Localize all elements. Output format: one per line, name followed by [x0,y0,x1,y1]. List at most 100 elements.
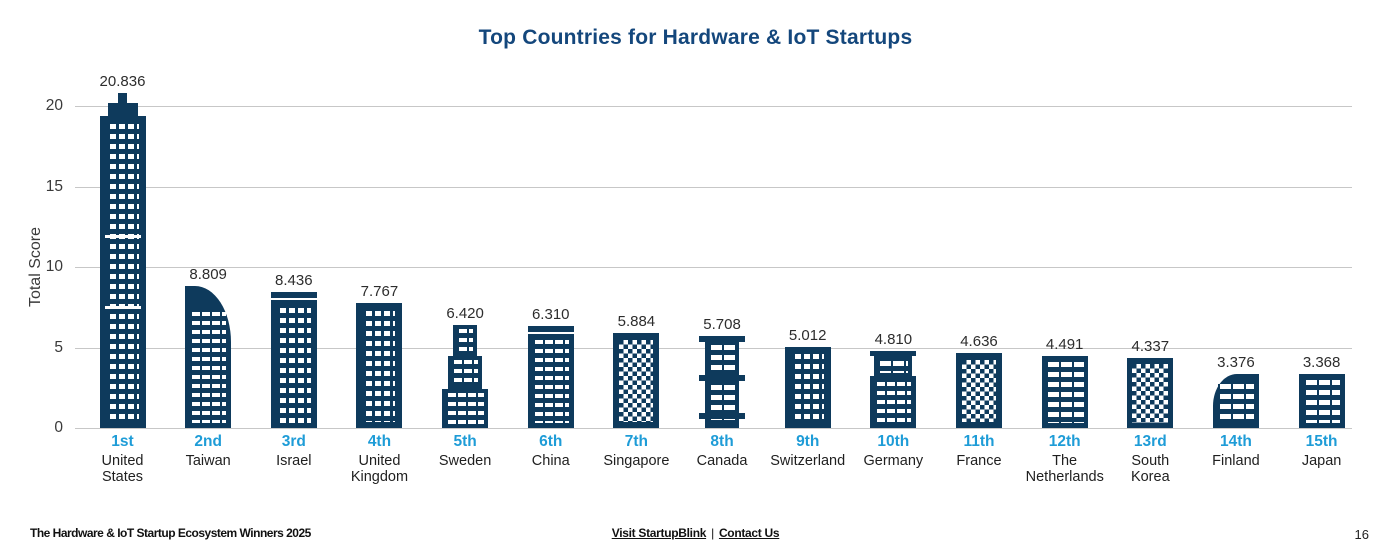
rank-label: 14th [1220,433,1252,450]
country-label: China [531,453,570,469]
x-axis-label: 10th Germany [838,433,948,469]
building-windows [276,308,311,423]
x-axis-label: 6th China [496,433,606,469]
country-label: Taiwan [185,453,231,469]
chart-title: Top Countries for Hardware & IoT Startup… [478,26,913,49]
bar-building [870,351,917,428]
bar-value-label: 4.337 [1131,338,1170,355]
country-label: Japan [1301,453,1342,469]
bar-value-label: 6.310 [531,306,570,323]
rank-label: 7th [624,433,649,450]
bar-building [527,326,574,428]
bar-value-label: 6.420 [446,305,484,322]
rank-label: 3rd [281,433,306,450]
bar-building [99,93,146,428]
bar-building [699,336,746,428]
bar-value-label: 7.767 [360,283,399,300]
x-axis-label: 12th The Netherlands [1010,433,1120,485]
building-windows [363,311,396,422]
bar-slot: 8.436 [246,272,342,428]
building-windows [1045,362,1084,423]
bar-value-label: 4.491 [1045,336,1084,353]
bar-building [784,347,831,428]
bar-slot: 5.884 [588,313,684,428]
country-label: Israel [276,453,312,469]
bar-building [956,353,1002,428]
country-label: Sweden [438,453,492,469]
y-tick-label: 10 [45,258,63,275]
building-windows [962,360,996,422]
grid-line [75,106,1352,107]
bar-value-label: 4.810 [874,331,913,348]
x-axis-label: 8th Canada [667,433,777,469]
x-axis-label: 2nd Taiwan [153,433,263,469]
bar-slot: 4.636 [931,333,1027,428]
y-tick-label: 0 [54,419,63,436]
y-tick-label: 20 [45,97,63,114]
bar-slot: 4.491 [1017,336,1113,428]
x-axis-label: 13rd South Korea [1095,433,1205,485]
bar-value-label: 3.368 [1302,354,1341,371]
bar-building [1127,358,1174,428]
bar-value-label: 3.376 [1217,354,1255,371]
x-axis-label: 4th United Kingdom [324,433,434,485]
country-label: Canada [696,453,748,469]
rank-label: 9th [796,433,820,450]
country-label: South Korea [1130,453,1170,486]
bar-slot: 5.012 [760,327,856,428]
bar-slot: 6.310 [503,306,599,428]
country-label: United Kingdom [350,453,409,486]
bar-value-label: 5.012 [788,327,827,344]
bar-value-label: 8.809 [189,266,227,283]
page-number: 16 [1354,527,1369,542]
grid-line [75,428,1352,429]
footer-report-title: The Hardware & IoT Startup Ecosystem Win… [30,526,311,540]
country-label: France [956,453,1002,469]
y-tick-label: 15 [45,177,63,195]
country-label: The Netherlands [1025,453,1104,486]
rank-label: 6th [539,433,563,450]
bar-value-label: 20.836 [99,73,146,90]
building-windows [532,340,569,423]
building-windows [1303,380,1340,423]
rank-label: 10th [877,433,910,450]
bar-slot: 3.376 [1188,354,1284,428]
bar-value-label: 5.884 [617,313,656,330]
rank-label: 13rd [1133,433,1167,450]
rank-label: 15th [1305,433,1338,450]
bar-building [1041,356,1088,428]
bar-slot: 5.708 [674,316,770,428]
contact-us-link[interactable]: Contact Us [718,526,780,540]
country-label: Germany [863,453,924,469]
grid-line [75,267,1352,268]
visit-startupblink-link[interactable]: Visit StartupBlink [611,526,707,540]
footer-links: Visit StartupBlink | Contact Us [0,526,1391,540]
footer-link-separator: | [711,526,714,540]
rank-label: 1st [111,433,134,450]
country-label: Singapore [603,453,670,469]
bar-value-label: 8.436 [275,272,313,289]
bar-value-label: 4.636 [960,333,998,350]
x-axis-label: 15th Japan [1267,433,1377,469]
rank-label: 8th [710,433,734,450]
bar-value-label: 5.708 [703,316,741,333]
bar-building [1298,374,1345,428]
building-windows [791,354,824,422]
x-axis-label: 9th Switzerland [753,433,863,469]
rank-label: 5th [453,433,477,450]
bar-slot: 4.810 [845,331,941,428]
x-axis-label: 3rd Israel [239,433,349,469]
bar-slot: 8.809 [160,266,256,428]
bar-slot: 20.836 [75,73,171,428]
building-windows [106,124,139,422]
grid-line [75,186,1352,188]
x-axis-label: 11th France [924,433,1034,469]
rank-label: 4th [367,433,392,450]
x-axis-label: 1st United States [68,433,178,485]
rank-label: 2nd [194,433,222,450]
x-axis-label: 14th Finland [1181,433,1291,469]
bar-building [1212,374,1259,428]
bar-building [613,333,660,428]
bar-slot: 4.337 [1102,338,1198,428]
